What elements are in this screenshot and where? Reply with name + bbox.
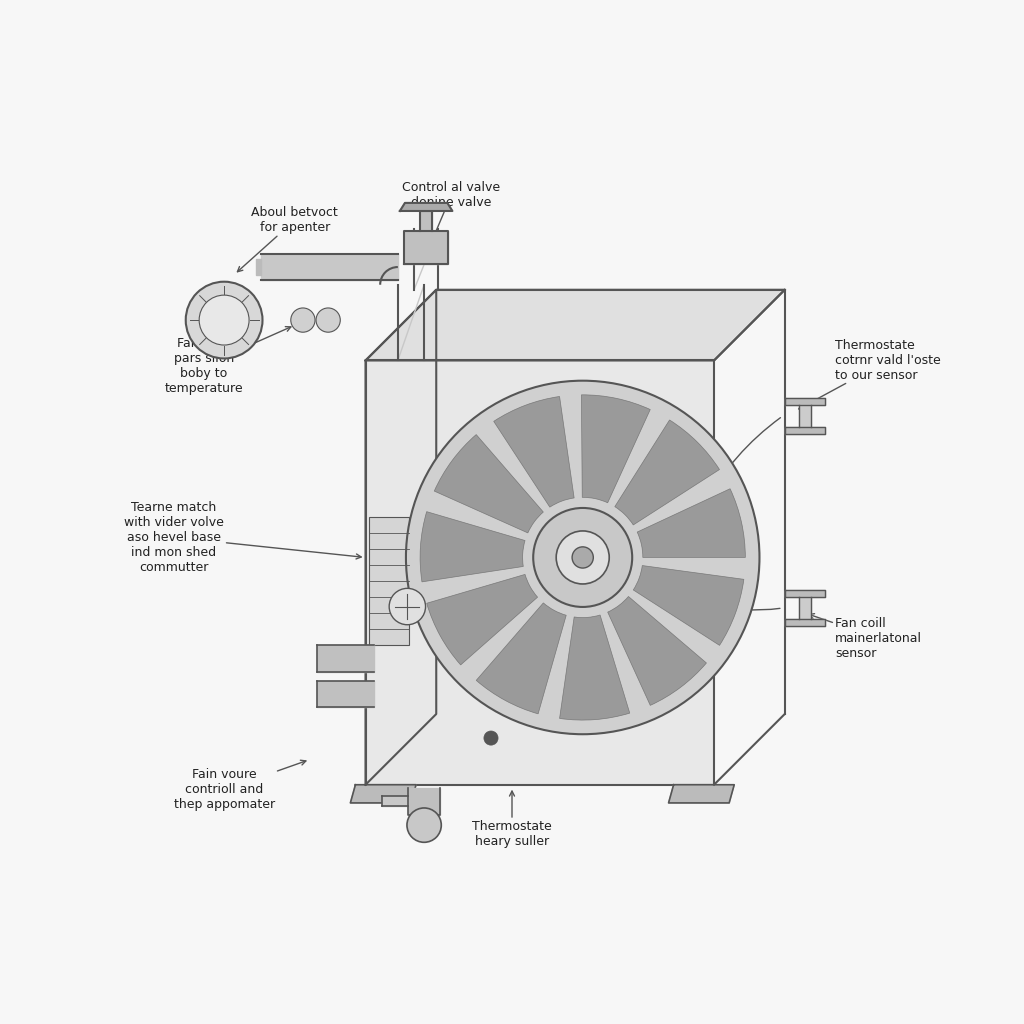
Circle shape [534, 508, 632, 607]
Polygon shape [366, 290, 436, 784]
Wedge shape [582, 395, 650, 503]
Wedge shape [494, 396, 574, 507]
Polygon shape [403, 231, 449, 263]
Circle shape [185, 282, 262, 358]
Text: Control al valve
donine valve: Control al valve donine valve [402, 181, 501, 251]
Polygon shape [669, 784, 734, 803]
Circle shape [407, 808, 441, 843]
Wedge shape [637, 488, 745, 557]
Text: Thermostate
heary suller: Thermostate heary suller [472, 792, 552, 848]
Polygon shape [420, 211, 432, 231]
Polygon shape [408, 787, 440, 815]
Circle shape [200, 295, 249, 345]
Polygon shape [382, 796, 408, 806]
Polygon shape [317, 645, 374, 672]
Polygon shape [256, 259, 261, 275]
Text: Aboul betvoct
for apenter: Aboul betvoct for apenter [238, 206, 338, 271]
Wedge shape [633, 565, 743, 645]
Wedge shape [607, 596, 707, 706]
Wedge shape [476, 603, 566, 714]
Polygon shape [799, 597, 811, 618]
Text: Thermostate
cotrnr vald l'oste
to our sensor: Thermostate cotrnr vald l'oste to our se… [799, 339, 941, 409]
FancyBboxPatch shape [369, 517, 409, 645]
Circle shape [484, 731, 498, 745]
Polygon shape [784, 618, 825, 626]
Polygon shape [799, 406, 811, 427]
Wedge shape [614, 420, 720, 525]
Polygon shape [784, 427, 825, 434]
Text: Fan suils
pars slion
boby to
temperature: Fan suils pars slion boby to temperature [165, 327, 291, 394]
Polygon shape [784, 398, 825, 406]
Text: Tearne match
with vider volve
aso hevel base
ind mon shed
commutter: Tearne match with vider volve aso hevel … [124, 501, 361, 573]
Wedge shape [559, 615, 630, 720]
Wedge shape [427, 574, 538, 665]
Polygon shape [366, 290, 784, 360]
Wedge shape [420, 512, 525, 582]
Polygon shape [784, 590, 825, 597]
Circle shape [389, 589, 426, 625]
Circle shape [316, 308, 340, 332]
Polygon shape [400, 203, 453, 211]
Polygon shape [261, 254, 398, 281]
Circle shape [572, 547, 593, 568]
Polygon shape [414, 229, 438, 290]
Text: Fain voure
contrioll and
thep appomater: Fain voure contrioll and thep appomater [173, 760, 306, 811]
Circle shape [556, 530, 609, 584]
Circle shape [406, 381, 760, 734]
Polygon shape [350, 784, 416, 803]
Wedge shape [434, 434, 544, 532]
Polygon shape [317, 681, 374, 707]
Circle shape [291, 308, 315, 332]
Polygon shape [398, 285, 424, 360]
FancyBboxPatch shape [366, 360, 714, 784]
Text: Fan coill
mainerlatonal
sensor: Fan coill mainerlatonal sensor [809, 613, 923, 659]
